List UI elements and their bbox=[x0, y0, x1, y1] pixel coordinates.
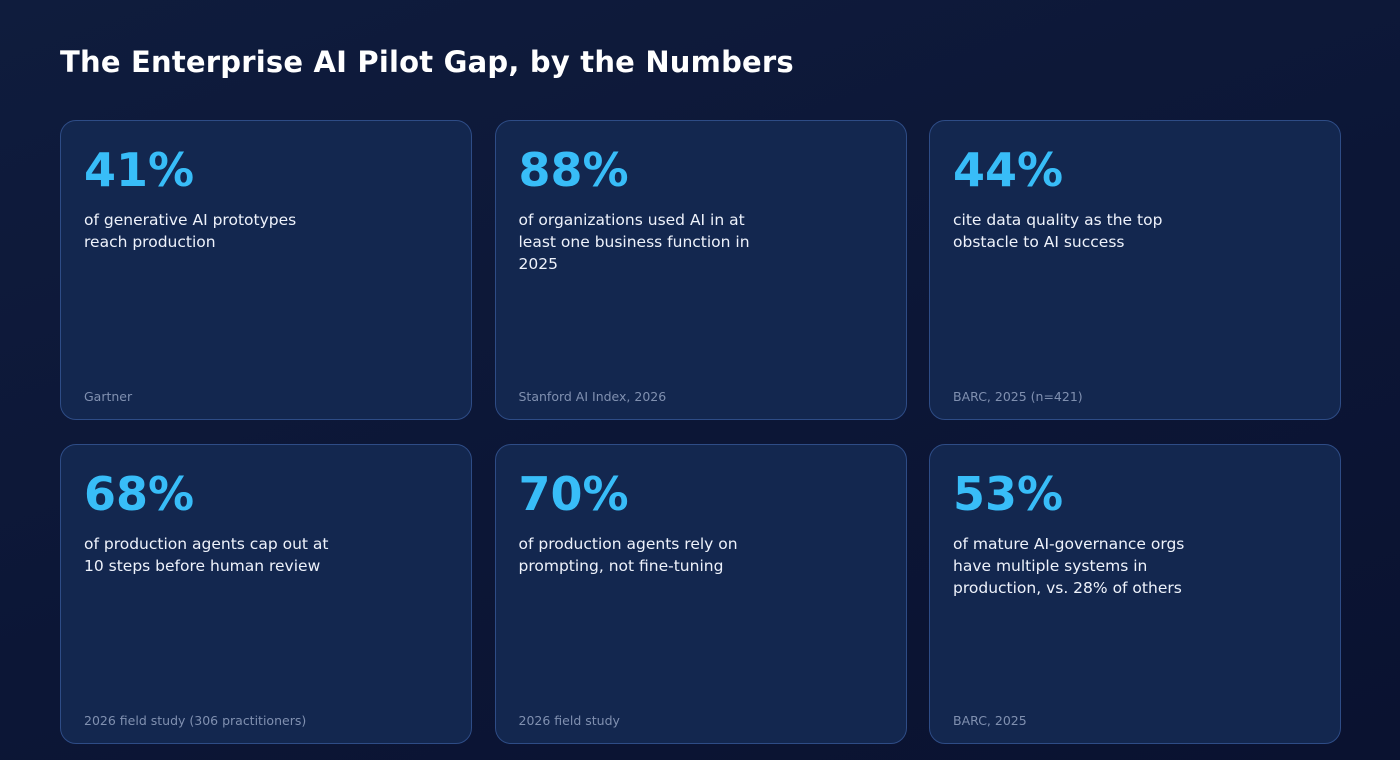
stat-value: 44% bbox=[953, 143, 1064, 197]
stat-value: 70% bbox=[518, 467, 629, 521]
stat-description: of production agents cap out at 10 steps… bbox=[84, 535, 329, 575]
stat-value: 41% bbox=[84, 143, 195, 197]
stat-card: 44% cite data quality as the top obstacl… bbox=[929, 120, 1341, 420]
stat-value: 68% bbox=[84, 467, 195, 521]
stat-source: 2026 field study (306 practitioners) bbox=[84, 713, 307, 728]
stat-description: of organizations used AI in at least one… bbox=[518, 211, 750, 273]
stat-source: Stanford AI Index, 2026 bbox=[518, 389, 667, 404]
stat-card: 88% of organizations used AI in at least… bbox=[494, 120, 907, 420]
stat-source: BARC, 2025 bbox=[953, 713, 1027, 728]
stat-source: BARC, 2025 (n=421) bbox=[953, 389, 1083, 404]
stat-description: cite data quality as the top obstacle to… bbox=[953, 211, 1163, 251]
stat-description: of generative AI prototypes reach produc… bbox=[84, 211, 297, 251]
stat-description: of production agents rely on prompting, … bbox=[518, 535, 738, 575]
stat-value: 53% bbox=[953, 467, 1064, 521]
stats-grid: 41% of generative AI prototypes reach pr… bbox=[60, 120, 1341, 744]
stat-source: 2026 field study bbox=[518, 713, 620, 728]
stat-card: 70% of production agents rely on prompti… bbox=[494, 444, 907, 744]
stat-description: of mature AI-governance orgs have multip… bbox=[953, 535, 1185, 597]
stat-card: 53% of mature AI-governance orgs have mu… bbox=[929, 444, 1341, 744]
page-title: The Enterprise AI Pilot Gap, by the Numb… bbox=[60, 45, 794, 79]
stat-source: Gartner bbox=[84, 389, 133, 404]
stat-card: 41% of generative AI prototypes reach pr… bbox=[60, 120, 472, 420]
stat-value: 88% bbox=[518, 143, 629, 197]
stat-card: 68% of production agents cap out at 10 s… bbox=[60, 444, 472, 744]
